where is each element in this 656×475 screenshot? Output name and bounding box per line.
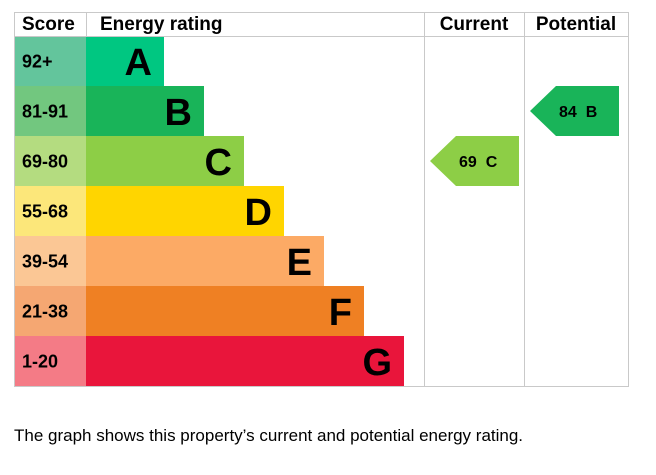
score-cell-b	[14, 86, 86, 136]
score-label-f: 21-38	[22, 302, 68, 322]
score-cell-c	[14, 136, 86, 186]
score-cell-d	[14, 186, 86, 236]
band-bar-b	[86, 86, 204, 136]
score-label-a: 92+	[22, 52, 53, 72]
band-letter-d: D	[245, 192, 272, 234]
score-label-b: 81-91	[22, 102, 68, 122]
epc-chart: 92+ A 81-91 B 69-80 C 55-68 D 39-54 E 21-38 F 1-20 G S…	[14, 12, 629, 387]
score-label-c: 69-80	[22, 152, 68, 172]
score-cell-g	[14, 336, 86, 386]
band-letter-e: E	[287, 242, 312, 284]
score-label-d: 55-68	[22, 202, 68, 222]
header-energy-rating: Energy rating	[100, 14, 222, 35]
score-label-e: 39-54	[22, 252, 68, 272]
chart-caption: The graph shows this property’s current …	[14, 426, 524, 445]
score-cell-a	[14, 36, 86, 86]
chart-frame	[14, 12, 629, 387]
band-bar-f	[86, 286, 364, 336]
band-bar-e	[86, 236, 324, 286]
band-letter-c: C	[205, 142, 232, 184]
band-bar-c	[86, 136, 244, 186]
score-label-g: 1-20	[22, 352, 58, 372]
current-rating-label: 69 C	[459, 154, 498, 171]
potential-arrow	[530, 86, 619, 136]
potential-rating-label: 84 B	[559, 104, 597, 121]
score-cell-e	[14, 236, 86, 286]
header-score: Score	[22, 14, 75, 35]
band-bar-d	[86, 186, 284, 236]
band-letter-b: B	[165, 92, 192, 134]
header-potential: Potential	[536, 14, 616, 35]
band-letter-a: A	[125, 42, 152, 84]
band-bar-g	[86, 336, 404, 386]
header-current: Current	[440, 14, 509, 35]
band-bar-a	[86, 36, 164, 86]
band-letter-f: F	[329, 292, 352, 334]
band-letter-g: G	[362, 342, 392, 384]
score-cell-f	[14, 286, 86, 336]
current-arrow	[430, 136, 519, 186]
